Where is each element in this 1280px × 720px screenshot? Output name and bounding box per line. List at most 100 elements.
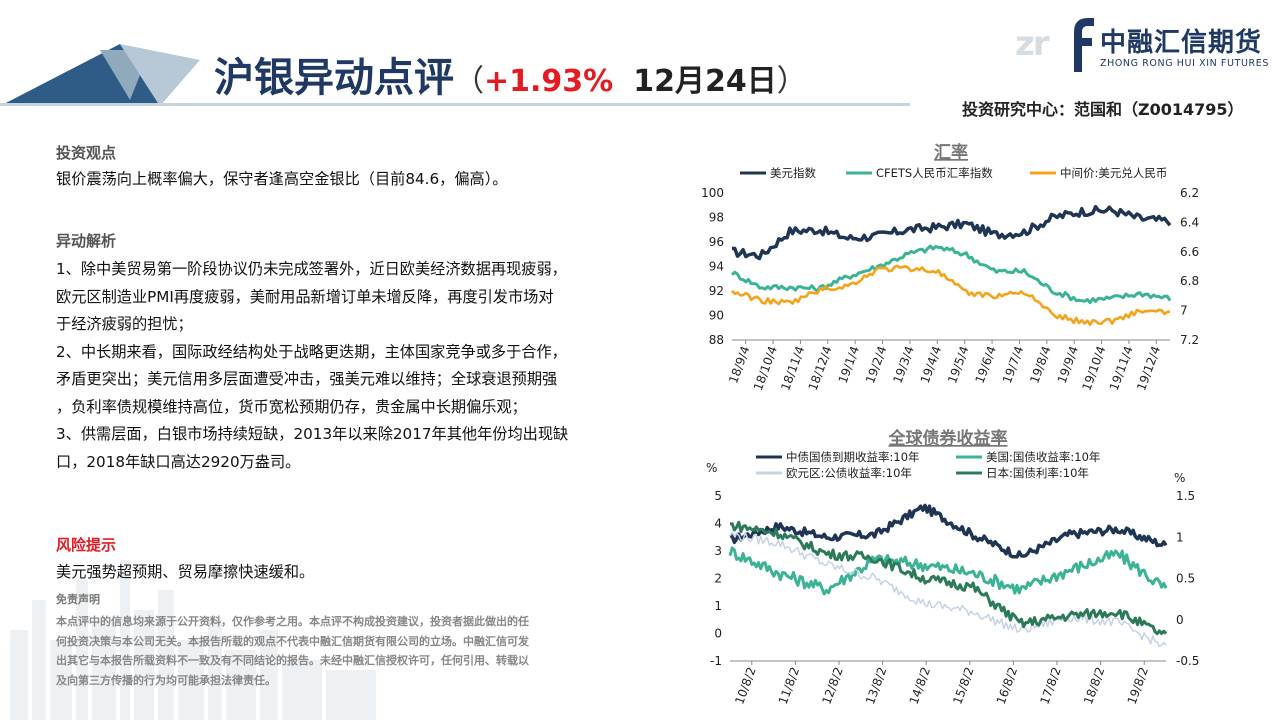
city-skyline-decoration	[10, 560, 376, 720]
y-tick-right: 0.5	[1176, 572, 1195, 586]
company-logo-subtitle: ZHONG RONG HUI XIN FUTURES	[1100, 58, 1269, 69]
y-tick-left: 2	[714, 572, 722, 586]
y-tick-right: 7.2	[1180, 333, 1199, 347]
legend-label: 欧元区:公债收益率:10年	[786, 466, 912, 480]
logo-watermark: zr	[1015, 24, 1050, 64]
analysis-line: 矛盾更突出；美元信用多层面遭受冲击，强美元难以维持；全球衰退预期强	[56, 370, 558, 388]
risk-text: 美元强势超预期、贸易摩擦快速缓和。	[56, 563, 315, 581]
chart-title: 汇率	[934, 142, 968, 163]
x-tick-label: 18/11/4	[778, 344, 807, 392]
logo-f-icon	[1074, 18, 1094, 72]
y-tick-left: 3	[714, 544, 722, 558]
analysis-text: 1、除中美贸易第一阶段协议仍未完成签署外，近日欧美经济数据再现疲弱， 欧元区制造…	[56, 256, 656, 476]
series-line	[729, 503, 1168, 559]
y-tick-left: -1	[710, 654, 722, 668]
analysis-line: 于经济疲弱的担忧；	[56, 315, 193, 333]
y-tick-right: 1	[1176, 530, 1184, 544]
y-tick-right: 6.2	[1180, 186, 1199, 200]
series-line	[731, 244, 1172, 305]
header-decoration	[0, 44, 200, 106]
y-tick-left: 0	[714, 627, 722, 641]
y-tick-right: 1.5	[1176, 489, 1195, 503]
series-line	[732, 204, 1172, 261]
y-tick-left: 88	[709, 333, 724, 347]
analysis-line: 2、中长期来看，国际政经结构处于战略更迭期，主体国家竞争或多于合作，	[56, 342, 567, 361]
disclaimer-line: 本点评中的信息均来源于公开资料，仅作参考之用。本点评不构成投资建议，投资者据此做…	[56, 615, 529, 628]
x-tick-label: 19/8/2	[1125, 665, 1151, 706]
view-heading: 投资观点	[56, 144, 117, 162]
disclaimer-text: 本点评中的信息均来源于公开资料，仅作参考之用。本点评不构成投资建议，投资者据此做…	[56, 612, 636, 690]
x-tick-label: 19/6/4	[973, 344, 999, 385]
x-tick-label: 19/7/4	[1000, 344, 1026, 385]
analysis-heading: 异动解析	[56, 232, 117, 250]
x-tick-label: 16/8/2	[994, 665, 1020, 706]
legend-label: 日本:国债利率:10年	[986, 466, 1089, 480]
y-tick-left: 5	[714, 489, 722, 503]
disclaimer-line: 何投资决策与本公司无关。本报告所载的观点不代表中融汇信期货有限公司的立场。中融汇…	[56, 634, 529, 648]
x-tick-label: 19/8/4	[1027, 344, 1053, 385]
y-tick-left: 92	[709, 284, 724, 298]
x-tick-label: 19/5/4	[945, 344, 971, 385]
page-title: 沪银异动点评（+1.93% 12月24日）	[214, 48, 807, 112]
title-date: 12月24日	[633, 64, 777, 99]
chart-title: 全球债券收益率	[888, 428, 1008, 449]
title-topic: 异动点评	[294, 55, 454, 101]
y-tick-right: 6.8	[1180, 274, 1199, 288]
x-tick-label: 19/4/4	[918, 344, 944, 385]
x-tick-label: 13/8/2	[863, 665, 889, 706]
title-commodity: 沪银	[214, 55, 294, 101]
x-tick-label: 19/10/4	[1079, 344, 1108, 392]
analyst-credit: 投资研究中心：范国和（Z0014795）	[962, 100, 1244, 119]
x-tick-label: 19/2/4	[863, 344, 889, 385]
company-logo-name: 中融汇信期货	[1100, 28, 1263, 58]
series-line	[728, 546, 1168, 596]
disclaimer-heading: 免责声明	[56, 593, 100, 606]
y-tick-left: 90	[709, 309, 724, 323]
x-tick-label: 19/11/4	[1107, 344, 1136, 392]
y-axis-label-left: %	[706, 461, 717, 475]
x-tick-label: 19/12/4	[1134, 344, 1163, 392]
title-paren-close: ）	[776, 64, 807, 99]
title-paren-open: （	[454, 64, 484, 99]
x-tick-label: 18/9/4	[726, 344, 752, 385]
disclaimer-line: 及向第三方传播的行为均可能承担法律责任。	[56, 673, 276, 687]
series-line	[729, 520, 1168, 636]
x-tick-label: 10/8/2	[732, 665, 758, 706]
analysis-line: 欧元区制造业PMI再度疲弱，美耐用品新增订单未增反降，再度引发市场对	[56, 287, 554, 306]
analysis-line: 3、供需层面，白银市场持续短缺，2013年以来除2017年其他年份均出现缺	[56, 425, 569, 443]
legend-label: 美元指数	[770, 166, 816, 180]
y-axis-label-right: %	[1174, 471, 1185, 485]
legend-label: 中债国债到期收益率:10年	[786, 450, 920, 464]
legend-label: 中间价:美元兑人民币	[1060, 166, 1167, 180]
series-line	[731, 264, 1171, 326]
y-tick-left: 96	[709, 235, 724, 249]
y-tick-right: 0	[1176, 613, 1184, 627]
y-tick-left: 98	[709, 211, 724, 225]
disclaimer-line: 出其它与本报告所载资料不一致及有不同结论的报告。未经中融汇信授权许可，任何引用、…	[56, 654, 529, 667]
y-tick-left: 4	[714, 517, 722, 531]
y-tick-left: 94	[709, 260, 724, 274]
analysis-line: 口，2018年缺口高达2920万盎司。	[56, 452, 301, 471]
x-tick-label: 12/8/2	[819, 665, 845, 706]
x-tick-label: 18/8/2	[1081, 665, 1107, 706]
legend-label: 美国:国债收益率:10年	[986, 450, 1100, 464]
x-tick-label: 11/8/2	[776, 665, 802, 706]
x-tick-label: 17/8/2	[1037, 665, 1063, 706]
y-tick-left: 100	[701, 186, 724, 200]
analysis-line: 1、除中美贸易第一阶段协议仍未完成签署外，近日欧美经济数据再现疲弱，	[56, 260, 567, 278]
y-tick-right: 6.4	[1180, 215, 1199, 229]
y-tick-right: -0.5	[1176, 654, 1199, 668]
risk-heading: 风险提示	[56, 536, 117, 554]
legend-label: CFETS人民币汇率指数	[876, 166, 993, 180]
y-tick-left: 1	[714, 599, 722, 613]
x-tick-label: 19/9/4	[1055, 344, 1081, 385]
y-tick-right: 7	[1180, 304, 1188, 318]
x-tick-label: 19/3/4	[890, 344, 916, 385]
header-divider	[0, 103, 910, 106]
x-tick-label: 15/8/2	[950, 665, 976, 706]
x-tick-label: 18/12/4	[806, 344, 835, 392]
x-tick-label: 18/10/4	[751, 344, 780, 392]
view-text: 银价震荡向上概率偏大，保守者逢高空金银比（目前84.6，偏高）。	[56, 170, 508, 188]
